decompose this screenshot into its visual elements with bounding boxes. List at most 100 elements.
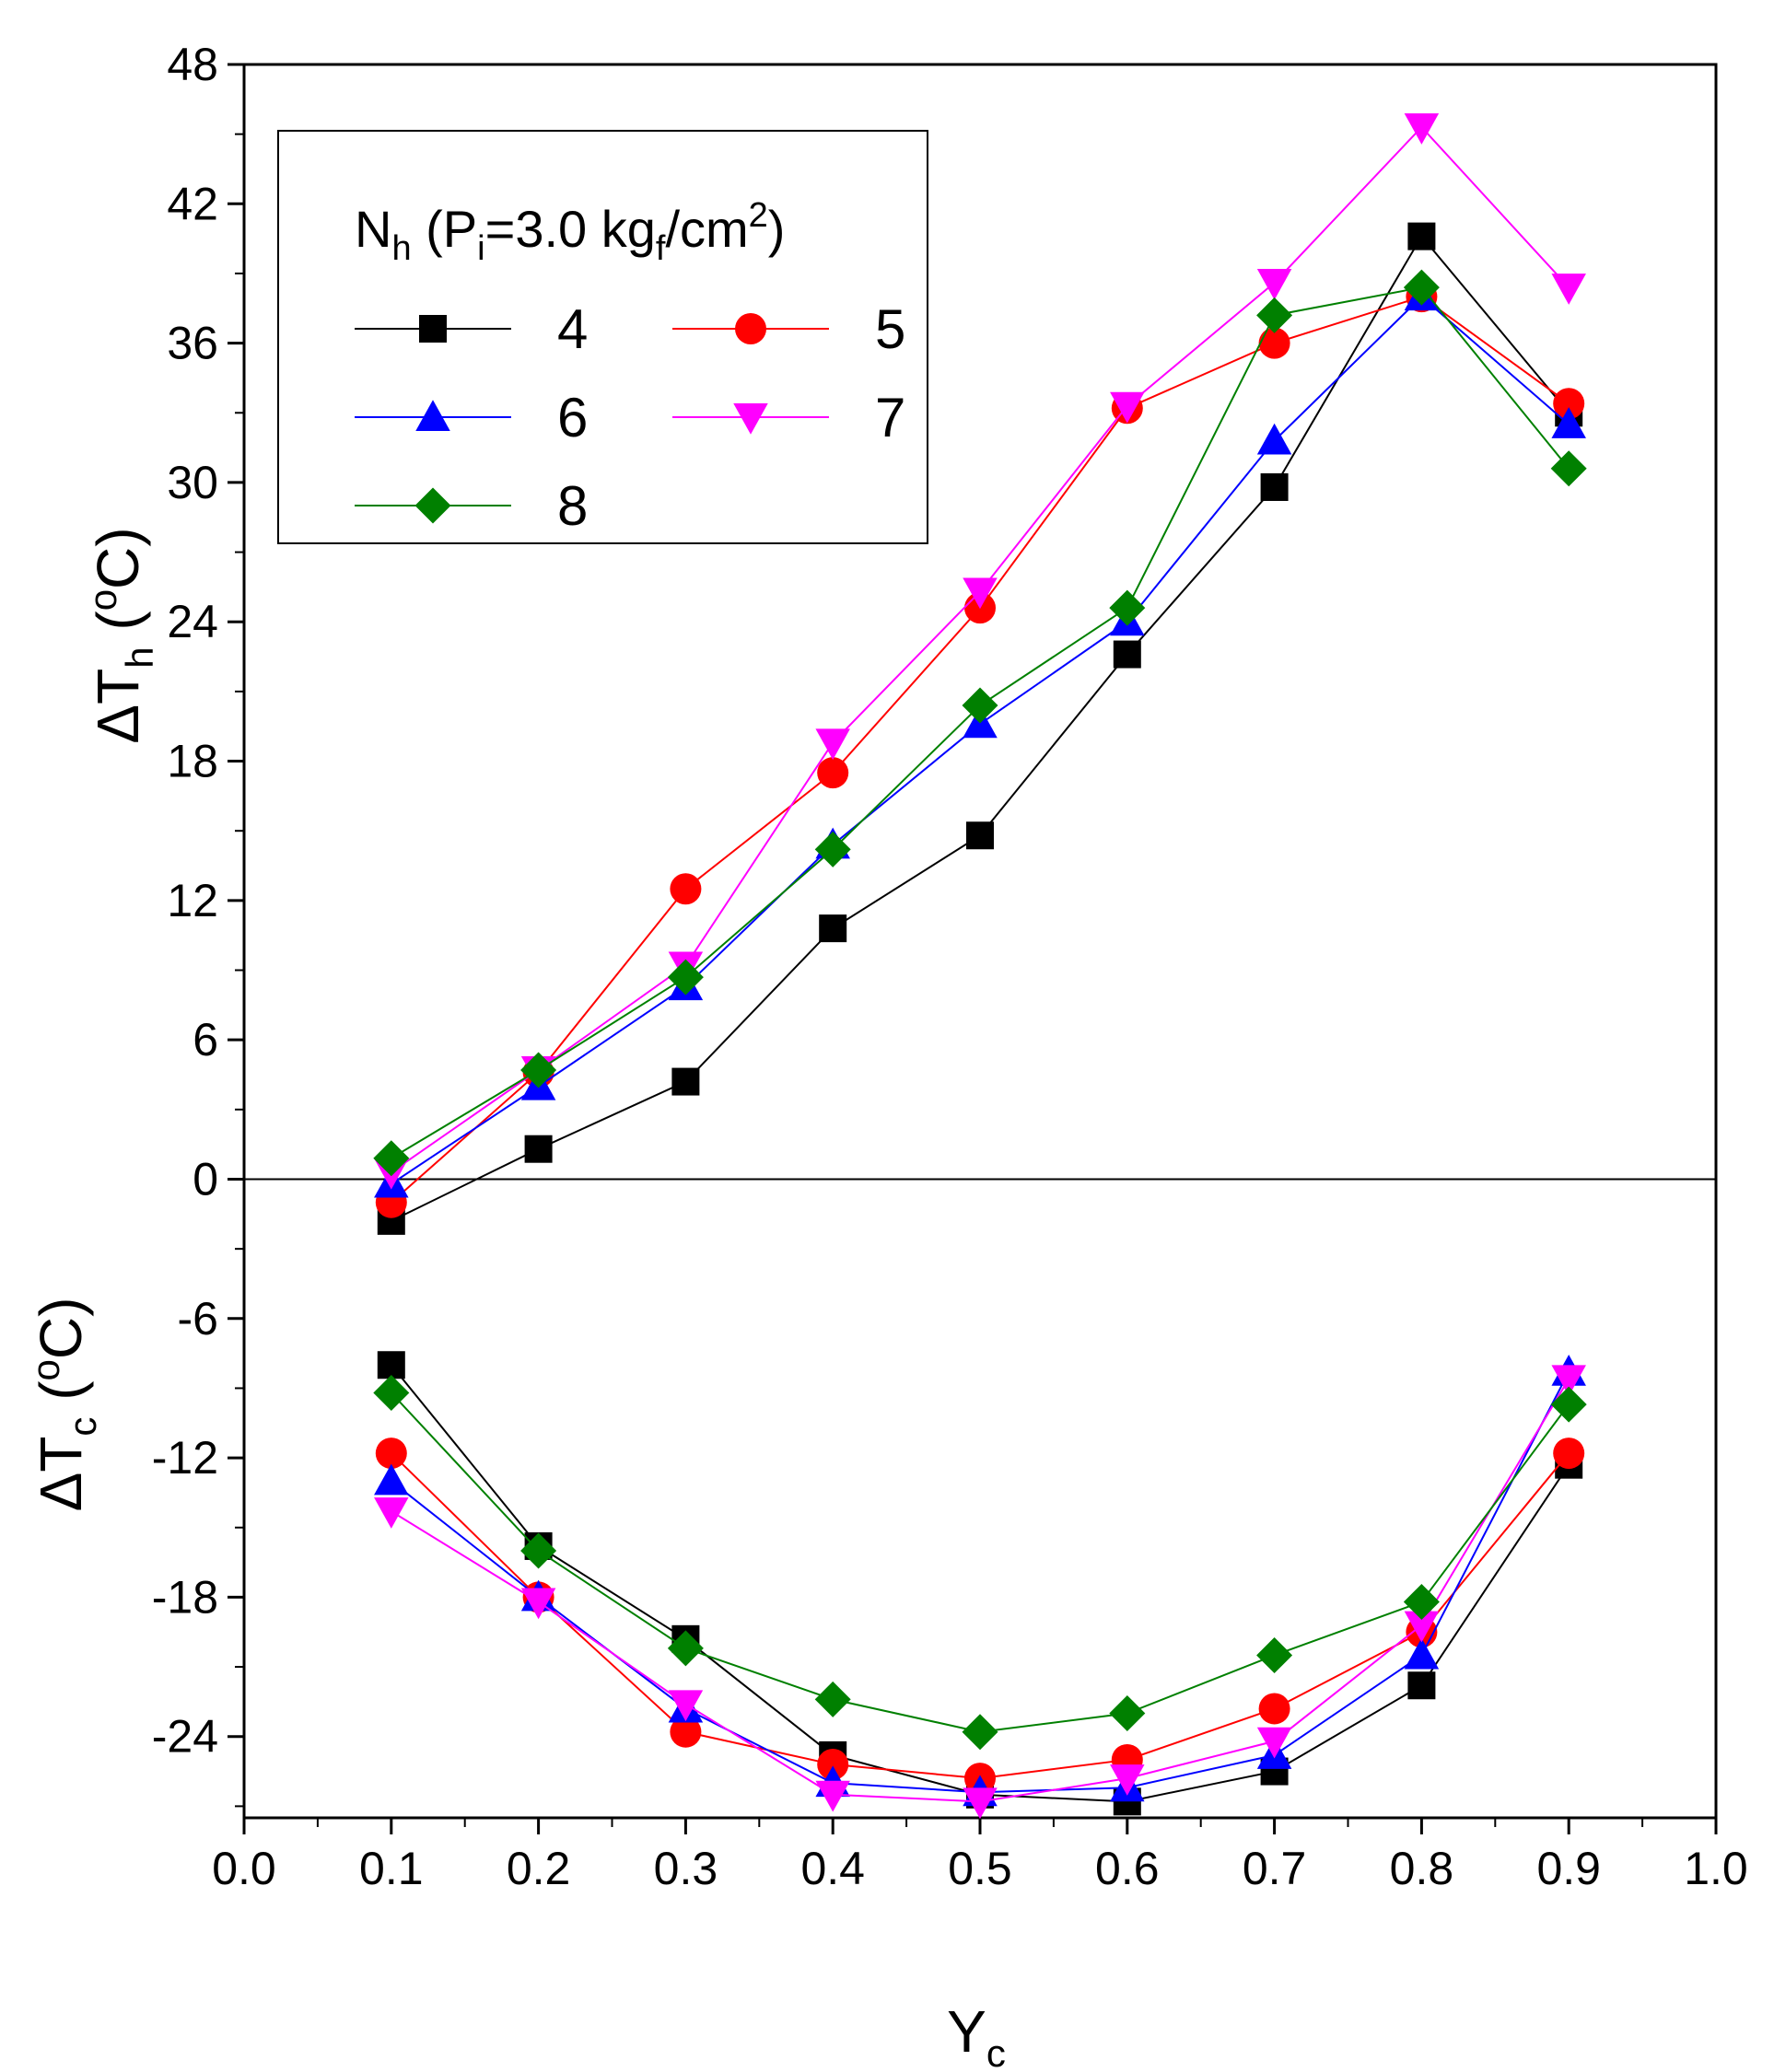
x-axis-title-sub: c [986, 2031, 1006, 2072]
x-tick-label: 0.2 [507, 1843, 571, 1894]
series-4-hot-point [1260, 472, 1289, 501]
series-7-hot-point [1110, 391, 1145, 424]
series-7-hot-point [815, 728, 850, 761]
series-4-cold-point [1407, 1671, 1436, 1700]
legend: Nh (Pi=3.0 kgf/cm2) 4 5 6 7 8 [277, 130, 928, 544]
y-tick-label: -12 [152, 1432, 218, 1484]
legend-title-main: N [355, 200, 391, 258]
x-tick-label: 0.7 [1243, 1843, 1307, 1894]
series-7-cold-point [1404, 1611, 1440, 1643]
x-tick-label: 0.0 [212, 1843, 276, 1894]
y-hot-unit: C) [85, 527, 151, 589]
series-6-hot-point [1256, 423, 1292, 455]
series-8-cold-point [373, 1375, 410, 1412]
legend-entry-6: 6 [355, 387, 588, 448]
y-tick-label: -24 [152, 1711, 218, 1763]
y-hot-prefix: ΔT [85, 669, 151, 744]
y-axis-title-hot: ΔTh (oC) [81, 527, 161, 743]
legend-title-open: (P [412, 200, 478, 258]
series-7-hot-point [1404, 113, 1440, 145]
x-tick-label: 0.5 [948, 1843, 1012, 1894]
series-8-cold-point [1256, 1636, 1293, 1673]
x-axis-title: Yc [947, 1998, 1006, 2072]
y-tick-label: 6 [193, 1014, 218, 1065]
series-8-cold-point [1109, 1695, 1146, 1732]
series-5-hot-point [670, 873, 702, 905]
series-8-cold-point [1550, 1386, 1587, 1423]
legend-title-sub2: i [477, 229, 484, 268]
y-cold-open: ( [28, 1380, 94, 1416]
series-8-cold-point [962, 1714, 998, 1751]
axis-ticks: 0.0 0.1 0.2 0.3 0.4 0.5 0.6 0.7 0.8 0.9 1.04842363… [152, 39, 1748, 1894]
series-4-hot-point [1113, 640, 1141, 669]
series-layer [373, 113, 1587, 1820]
legend-title-sub3: f [656, 229, 666, 268]
series-7-hot-point [1551, 274, 1586, 305]
y-tick-label: -18 [152, 1571, 218, 1623]
x-tick-label: 0.8 [1390, 1843, 1454, 1894]
series-7-cold-point [1256, 1727, 1292, 1759]
series-7-hot-point [963, 577, 998, 610]
legend-marker [735, 313, 766, 344]
x-tick-label: 1.0 [1684, 1843, 1748, 1894]
series-7-cold-point [1551, 1365, 1586, 1397]
y-tick-label: 36 [167, 318, 218, 369]
y-tick-label: 12 [167, 875, 218, 926]
legend-marker [415, 400, 450, 431]
series-7-cold-point [374, 1497, 409, 1529]
x-tick-label: 0.1 [359, 1843, 424, 1894]
legend-marker [419, 315, 447, 343]
legend-entries: 4 5 6 7 8 [355, 298, 905, 537]
series-4-hot-point [819, 914, 847, 943]
series-7-hot-point [1256, 269, 1292, 300]
legend-label: 4 [557, 298, 588, 360]
series-5-cold-point [817, 1748, 849, 1780]
y-tick-label: 48 [167, 39, 218, 90]
y-tick-label: 0 [193, 1153, 218, 1205]
x-tick-label: 0.9 [1536, 1843, 1601, 1894]
series-8-cold-point [520, 1532, 557, 1569]
series-8-hot-point [667, 959, 704, 995]
series-5-hot-point [1258, 327, 1290, 359]
legend-label: 5 [875, 298, 905, 360]
series-7-cold-point [520, 1588, 556, 1620]
series-8-cold-point [814, 1681, 851, 1717]
series-8-cold-line [391, 1391, 1570, 1733]
series-6-cold-point [1404, 1637, 1440, 1670]
y-axis-title-cold: ΔTc (oC) [24, 1298, 104, 1512]
series-8-cold-point [1403, 1583, 1440, 1620]
legend-label: 8 [557, 475, 588, 537]
y-hot-sup: o [81, 589, 124, 611]
legend-label: 6 [557, 387, 588, 448]
legend-title-close: ) [768, 200, 786, 258]
series-8-cold-point [667, 1630, 704, 1667]
legend-marker [414, 487, 451, 524]
series-4-hot-point [524, 1135, 553, 1163]
legend-entry-5: 5 [672, 298, 905, 360]
series-5-cold-point [1553, 1438, 1585, 1470]
legend-title-mid: =3.0 kg [485, 200, 656, 258]
y-tick-label: -6 [178, 1293, 218, 1344]
series-5-hot-point [817, 757, 849, 789]
y-hot-sub: h [118, 646, 161, 668]
legend-title-sup: 2 [749, 196, 768, 235]
series-8-hot-point [962, 687, 998, 724]
series-7-cold-point [963, 1787, 998, 1820]
series-6-hot-point [1551, 407, 1586, 438]
x-axis-title-main: Y [947, 1998, 986, 2065]
series-4-hot-point [966, 821, 994, 850]
legend-title-sub: h [391, 229, 411, 268]
x-tick-label: 0.6 [1095, 1843, 1160, 1894]
series-8-hot-point [1109, 589, 1146, 626]
legend-title-unit: /cm [665, 200, 748, 258]
series-6-cold-point [374, 1463, 409, 1496]
y-cold-unit: C) [28, 1298, 94, 1360]
series-5-hot-point [1553, 388, 1585, 420]
series-5-cold-point [375, 1438, 407, 1470]
y-cold-sup: o [24, 1359, 67, 1380]
series-5-cold-point [1258, 1693, 1290, 1725]
series-8-hot-point [373, 1140, 410, 1177]
legend-title: Nh (Pi=3.0 kgf/cm2) [355, 196, 785, 268]
series-8-hot-point [814, 831, 851, 867]
